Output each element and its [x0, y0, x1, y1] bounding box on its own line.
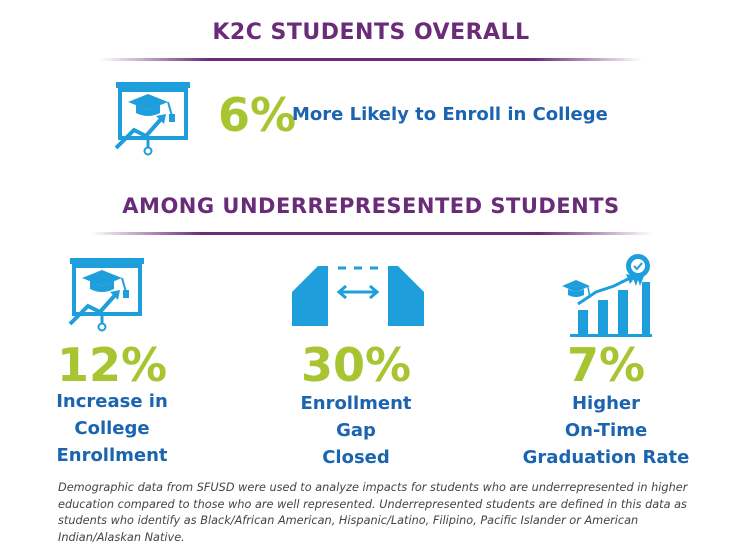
heading-divider — [100, 58, 642, 61]
underrepresented-label: Enrollment Gap Closed — [266, 390, 446, 471]
graduation-presentation-icon — [114, 82, 190, 156]
label-line: Increase in — [56, 391, 168, 412]
underrepresented-percent: 7% — [566, 338, 646, 392]
bridge-gap-icon — [292, 266, 424, 326]
underrepresented-label: Higher On-Time Graduation Rate — [506, 390, 706, 471]
section-heading-overall: K2C STUDENTS OVERALL — [212, 20, 530, 45]
label-line: On-Time — [564, 420, 648, 441]
label-line: Closed — [322, 447, 390, 468]
label-line: Gap — [336, 420, 376, 441]
overall-percent: 6% — [218, 88, 297, 142]
graduation-presentation-icon — [68, 258, 144, 332]
graduation-bar-chart-icon — [562, 254, 652, 337]
underrepresented-label: Increase in College Enrollment — [22, 388, 202, 469]
label-line: Enrollment — [56, 445, 168, 466]
footnote: Demographic data from SFUSD were used to… — [58, 481, 688, 544]
section-heading-underrepresented: AMONG UNDERREPRESENTED STUDENTS — [122, 194, 620, 218]
overall-label: More Likely to Enroll in College — [292, 104, 608, 125]
underrepresented-percent: 30% — [300, 338, 412, 392]
label-line: Enrollment — [300, 393, 412, 414]
heading-divider — [90, 232, 652, 235]
label-line: College — [74, 418, 150, 439]
label-line: Higher — [571, 393, 641, 414]
underrepresented-percent: 12% — [56, 338, 168, 392]
label-line: Graduation Rate — [522, 447, 690, 468]
